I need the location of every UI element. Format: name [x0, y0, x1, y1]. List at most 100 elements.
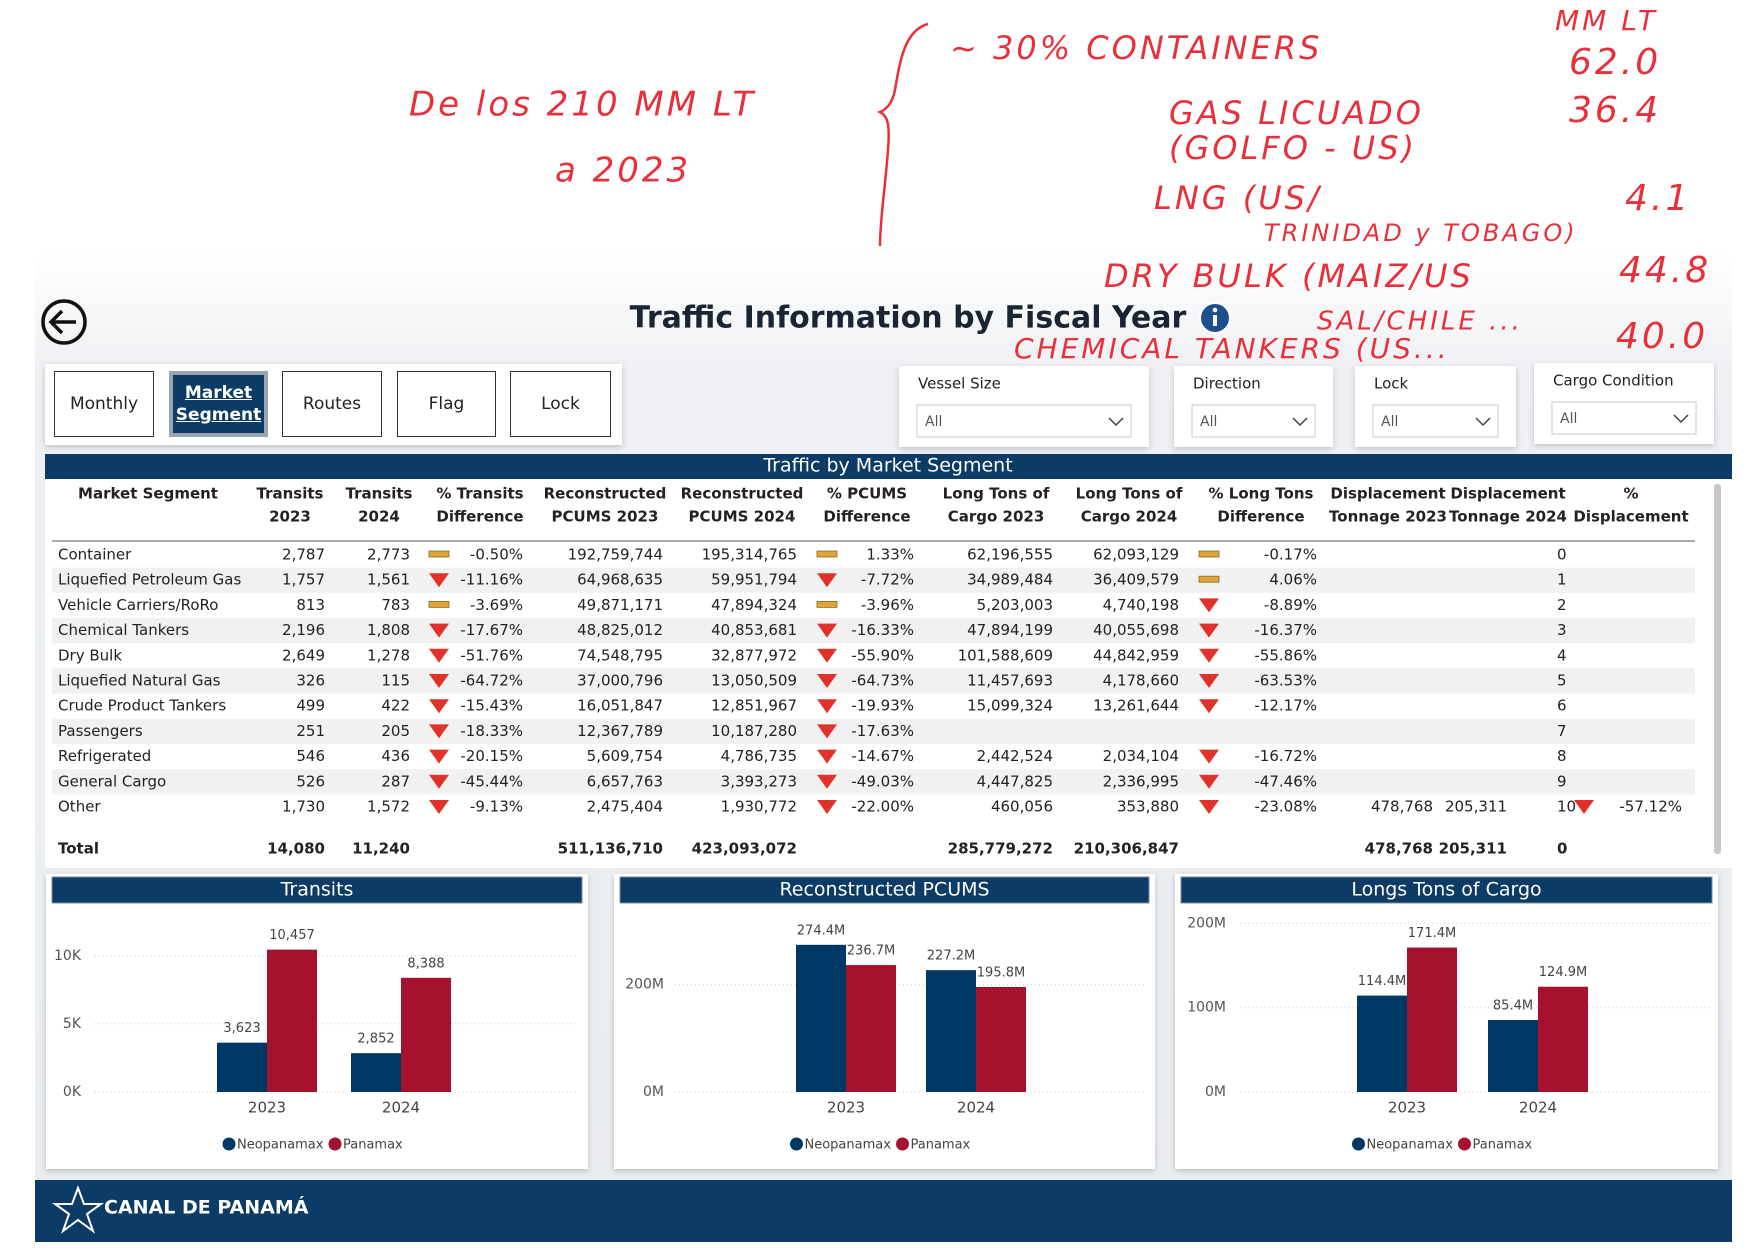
table-cell: 10,187,280 — [711, 722, 797, 740]
x-tick-label: 2024 — [1519, 1099, 1557, 1117]
table-cell: 9 — [1557, 772, 1567, 790]
dropdown-chevron — [1108, 417, 1124, 427]
trend-flat-icon — [428, 601, 450, 608]
table-cell: -45.44% — [460, 772, 523, 790]
tab[interactable]: Flag — [397, 371, 496, 437]
table-cell: 1,561 — [367, 571, 410, 589]
table-cell: -18.33% — [460, 722, 523, 740]
footer-brand: CANAL DE PANAMÁ — [104, 1196, 309, 1219]
handwritten-note: 62.0 — [1569, 42, 1661, 83]
column-header: Reconstructed — [544, 485, 667, 503]
trend-down-icon — [1199, 749, 1219, 764]
table-cell: -9.13% — [470, 798, 523, 816]
table-cell: 0 — [1557, 546, 1567, 564]
back-button[interactable] — [41, 299, 87, 345]
x-tick-label: 2023 — [1388, 1099, 1426, 1117]
trend-flat-icon — [816, 601, 838, 608]
trend-flat-icon — [1198, 575, 1220, 583]
row-label: Other — [58, 798, 101, 816]
tab[interactable]: Market Segment — [169, 371, 268, 437]
tab[interactable]: Routes — [282, 371, 382, 437]
table-cell: 74,548,795 — [577, 646, 663, 664]
column-header: Difference — [1217, 508, 1304, 526]
column-header: Tonnage 2023 — [1329, 508, 1447, 526]
row-label: Dry Bulk — [58, 646, 122, 664]
table-cell: 205 — [381, 722, 410, 740]
filter-dropdown[interactable] — [916, 404, 1132, 438]
table-cell: 40,853,681 — [711, 621, 797, 639]
table-cell: 2,787 — [282, 546, 325, 564]
trend-down-icon — [429, 699, 449, 714]
table-cell: 2,034,104 — [1103, 747, 1179, 765]
table-cell: 16,051,847 — [577, 697, 663, 715]
table-cell: 1 — [1557, 571, 1567, 589]
table-cell: 2,336,995 — [1103, 772, 1179, 790]
filter-value: All — [1381, 414, 1398, 430]
column-header: Long Tons of — [943, 485, 1050, 503]
annotation-brace — [876, 22, 929, 247]
handwritten-note: DRY BULK (MAIZ/US — [1104, 257, 1474, 295]
filter-value: All — [1200, 414, 1217, 430]
trend-down-icon — [429, 623, 449, 638]
table-cell: 4,178,660 — [1103, 672, 1179, 690]
table-cell: 460,056 — [991, 798, 1053, 816]
trend-down-icon — [1199, 674, 1219, 688]
legend-swatch — [790, 1137, 803, 1151]
table-cell: 5 — [1557, 672, 1567, 690]
table-cell: -47.46% — [1254, 772, 1317, 790]
dropdown-chevron — [1292, 417, 1308, 427]
table-cell: -49.03% — [851, 772, 914, 790]
handwritten-note: LNG (US/ — [1154, 179, 1322, 217]
trend-flat-icon — [428, 550, 450, 558]
data-label: 171.4M — [1408, 926, 1456, 941]
trend-down-icon — [429, 648, 449, 663]
legend-label: Neopanamax — [1367, 1138, 1454, 1153]
table-cell: -64.72% — [460, 672, 523, 690]
table-cell: -12.17% — [1254, 697, 1317, 715]
legend-label: Neopanamax — [805, 1138, 892, 1153]
column-header: % — [1623, 485, 1638, 503]
y-tick-label: 0M — [643, 1084, 664, 1100]
filter-dropdown[interactable] — [1372, 404, 1499, 438]
table-cell: -3.96% — [861, 596, 914, 614]
table-cell: 6 — [1557, 697, 1567, 715]
trend-down-icon — [1199, 648, 1219, 663]
table-cell: 5,609,754 — [587, 747, 663, 765]
table-cell: 34,989,484 — [967, 571, 1053, 589]
legend-label: Panamax — [911, 1138, 971, 1153]
table-cell: -11.16% — [460, 571, 523, 589]
table-cell: -23.08% — [1254, 798, 1317, 816]
row-label: Crude Product Tankers — [58, 697, 226, 715]
table-cell: -8.89% — [1264, 596, 1317, 614]
handwritten-note: De los 210 MM LT — [409, 85, 756, 125]
y-tick-label: 0M — [1205, 1084, 1226, 1100]
row-label: Passengers — [58, 722, 143, 740]
tab[interactable]: Monthly — [54, 371, 154, 437]
handwritten-note: 40.0 — [1616, 316, 1708, 357]
y-tick-label: 0K — [63, 1084, 82, 1100]
table-cell: 37,000,796 — [577, 672, 663, 690]
table-cell: 5,203,003 — [977, 596, 1053, 614]
table-cell: 192,759,744 — [568, 546, 663, 564]
trend-down-icon — [817, 623, 837, 638]
table-cell: 6,657,763 — [587, 772, 663, 790]
trend-down-icon — [817, 573, 837, 588]
filter-label: Direction — [1193, 375, 1261, 393]
table-cell: 526 — [296, 772, 325, 790]
trend-down-icon — [1199, 598, 1219, 613]
table-cell: 40,055,698 — [1093, 621, 1179, 639]
footer-logo — [51, 1185, 105, 1234]
handwritten-note: 36.4 — [1569, 90, 1661, 131]
filter-dropdown[interactable] — [1191, 404, 1316, 438]
row-stripe — [52, 718, 1695, 744]
filter-value: All — [1560, 411, 1577, 427]
tab[interactable]: Lock — [510, 371, 611, 437]
handwritten-note: (GOLFO - US) — [1169, 129, 1417, 167]
column-header: % Long Tons — [1209, 485, 1314, 503]
y-tick-label: 100M — [1187, 1000, 1226, 1016]
handwritten-note: GAS LICUADO — [1169, 94, 1424, 132]
filter-dropdown[interactable] — [1551, 401, 1697, 435]
table-cell: 1,930,772 — [721, 798, 797, 816]
y-tick-label: 10K — [54, 948, 82, 964]
table-cell: -14.67% — [851, 747, 914, 765]
